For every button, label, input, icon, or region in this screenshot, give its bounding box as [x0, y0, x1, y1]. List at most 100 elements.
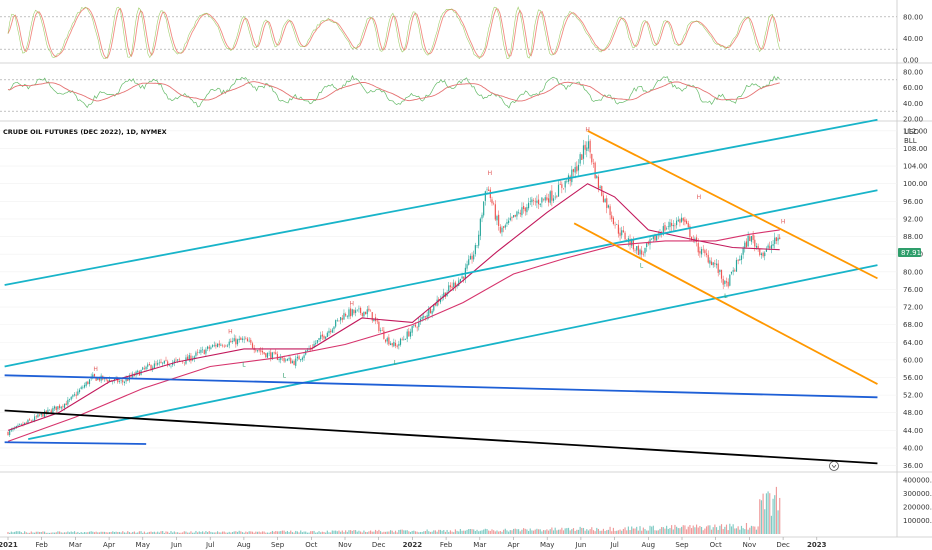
volume-bar [67, 531, 69, 534]
volume-bar [371, 531, 373, 534]
candle-body [203, 350, 205, 355]
volume-bar [57, 531, 59, 534]
rsi-tick-label: 80.00 [903, 68, 923, 76]
price-tick-label: 104.00 [903, 163, 928, 171]
candle-body [449, 285, 451, 288]
volume-bar [296, 531, 298, 534]
volume-bar [651, 526, 653, 534]
candle-body [97, 377, 99, 380]
volume-bar [263, 531, 265, 534]
candle-body [586, 147, 588, 152]
volume-bar [777, 510, 779, 534]
candle-body [384, 339, 387, 342]
candle-body [662, 226, 664, 235]
candle-body [7, 431, 9, 436]
pivot-label: H [488, 170, 493, 177]
price-tick-label: 52.00 [903, 392, 923, 400]
candle-body [376, 320, 378, 322]
goto-realtime-icon[interactable] [829, 461, 839, 471]
candle-body [291, 361, 293, 363]
candle-body [584, 144, 586, 150]
candle-body [45, 410, 47, 413]
volume-bar [757, 526, 759, 534]
candle-body [654, 234, 656, 241]
candle-body [536, 200, 538, 203]
volume-bar [193, 532, 195, 534]
volume-bar [413, 530, 415, 534]
panel-bg [0, 64, 932, 120]
volume-bar [686, 529, 688, 534]
time-tick-label: Oct [710, 541, 722, 549]
candle-body [170, 365, 172, 367]
volume-bar [88, 531, 91, 534]
candle-body [461, 276, 463, 279]
volume-bar [39, 531, 41, 534]
candle-body [463, 276, 465, 279]
candle-body [78, 389, 81, 393]
volume-bar [403, 530, 405, 534]
volume-bar [316, 532, 318, 534]
candle-body [142, 367, 144, 370]
candle-body [251, 343, 254, 348]
candle-body [318, 338, 320, 340]
candle-body [433, 304, 435, 311]
volume-bar [636, 526, 638, 534]
candle-body [494, 204, 496, 220]
candle-body [178, 359, 180, 361]
candle-body [401, 339, 403, 341]
volume-bar [368, 531, 370, 534]
candle-body [366, 309, 368, 315]
volume-bar [755, 529, 758, 534]
volume-bar [503, 529, 505, 534]
volume-bar [612, 527, 614, 534]
candle-body [10, 429, 12, 431]
volume-bar [398, 529, 400, 534]
volume-bar [626, 530, 628, 534]
volume-bar [473, 529, 475, 534]
candle-body [506, 222, 508, 224]
volume-bar [481, 530, 483, 534]
candle-body [286, 358, 289, 361]
volume-bar [128, 532, 130, 534]
volume-bar [65, 532, 67, 534]
volume-bar [592, 530, 595, 534]
volume-bar [406, 530, 408, 534]
volume-bar [672, 529, 674, 534]
candle-body [398, 343, 400, 346]
volume-bar [547, 530, 550, 534]
candle-body [656, 235, 658, 241]
candle-body [52, 408, 54, 413]
time-tick-label: Sep [675, 541, 689, 549]
candle-body [714, 263, 716, 265]
candle-body [614, 224, 616, 226]
candle-body [82, 387, 84, 389]
volume-bar [143, 531, 145, 534]
candle-body [694, 238, 696, 240]
candle-body [596, 175, 598, 179]
volume-bar [607, 529, 610, 534]
candle-body [47, 409, 49, 413]
volume-bar [251, 531, 254, 534]
candle-body [424, 316, 427, 318]
candle-body [777, 237, 779, 241]
candle-body [220, 344, 222, 346]
candle-body [418, 321, 420, 328]
volume-bar [100, 531, 102, 534]
pivot-label: H [781, 218, 786, 225]
volume-bar [765, 493, 768, 534]
volume-bar [53, 532, 56, 534]
candle-body [238, 338, 240, 341]
volume-bar [27, 532, 29, 534]
volume-bar [256, 531, 259, 534]
candle-body [725, 281, 728, 283]
candle-body [260, 350, 262, 352]
volume-bar [34, 532, 36, 534]
candle-body [511, 216, 513, 218]
candle-body [474, 245, 476, 255]
volume-bar [323, 531, 325, 534]
candle-body [65, 403, 67, 406]
candle-body [67, 399, 69, 405]
main-price-panel: H H H H H H H L L L L L [0, 118, 897, 466]
volume-bar [646, 530, 648, 534]
